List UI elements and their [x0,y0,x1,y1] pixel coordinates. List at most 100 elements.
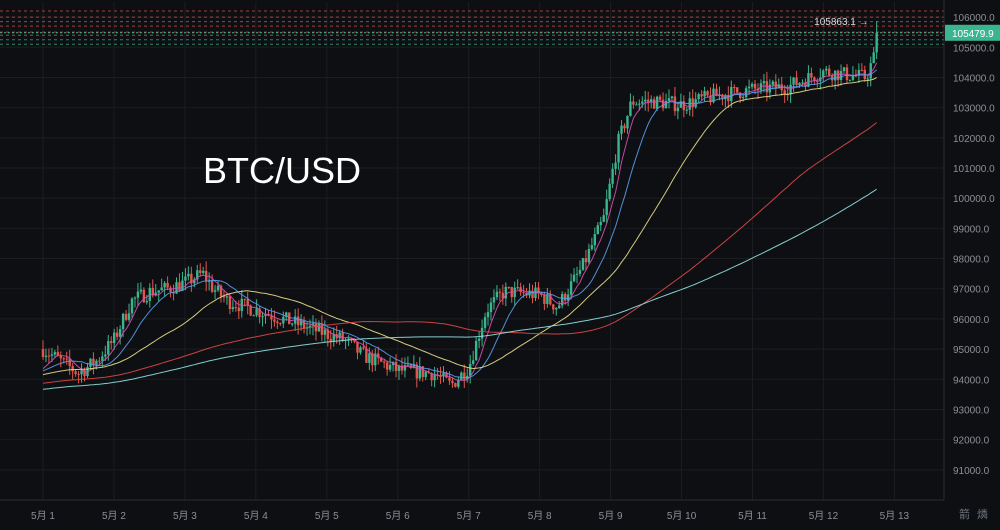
y-tick-label: 96000.0 [953,315,990,326]
y-tick-label: 102000.0 [953,134,995,145]
candle-body [249,305,252,316]
candle-body [44,355,48,357]
candle-body [121,313,125,330]
candle-body [869,63,872,79]
candle-body [608,183,611,200]
x-tick-label: 5月 5 [315,510,339,522]
ma-red-line [42,122,878,384]
candle-body [703,91,706,97]
candle-body [406,364,410,366]
candle-body [157,290,160,293]
candle-body [620,125,623,134]
candle-body [181,280,184,291]
candle-body [632,101,635,105]
candle-body [169,287,172,292]
candle-body [371,353,374,366]
candle-body [825,68,828,71]
candle-body [593,234,597,246]
candle-body [463,372,466,380]
candle-body [771,81,775,85]
candle-body [596,225,599,235]
candle-body [341,332,344,341]
candle-body [329,338,332,342]
candle-body [255,308,258,316]
candle-body [210,280,214,292]
candle-body [104,354,107,357]
candle-body [59,355,63,359]
candle-body [338,332,341,339]
x-tick-label: 5月 12 [809,510,839,522]
candle-body [71,366,74,372]
candle-body [638,103,641,105]
x-tick-label: 5月 1 [31,510,55,522]
candle-body [516,287,519,289]
candle-body [302,320,306,329]
candle-body [362,347,365,349]
candle-body [558,305,561,309]
candle-body [560,293,564,306]
candle-body [448,377,451,381]
x-tick-label: 5月 13 [880,510,910,522]
candle-body [424,371,427,378]
candlesticks [41,21,878,389]
candle-body [184,276,187,281]
candle-body [469,363,472,376]
candle-body [222,296,226,298]
price-levels [0,10,944,45]
current-price-label: 105479.9 [952,29,994,40]
candle-body [486,312,490,318]
candle-body [151,287,154,296]
x-tick-label: 5月 11 [738,510,767,522]
bottom-control-1[interactable]: 箭 [959,508,970,521]
candle-body [807,73,810,87]
candle-body [439,376,442,378]
candle-body [667,98,671,102]
candle-body [145,300,149,303]
candle-body [311,323,315,326]
moving-averages [42,62,878,390]
candle-body [661,99,665,109]
candle-body [839,71,843,80]
bottom-control-2[interactable]: 燐 [977,508,988,521]
candle-body [590,245,594,249]
x-tick-label: 5月 9 [599,510,623,522]
candle-body [267,314,270,316]
candle-body [670,96,674,99]
candle-body [148,287,152,301]
candle-body [154,292,157,296]
candle-body [296,316,300,326]
candle-body [133,297,137,299]
candle-body [798,82,801,86]
candle-body [299,320,303,326]
x-tick-label: 5月 2 [102,510,126,522]
candle-body [74,371,77,374]
candle-body [246,299,249,306]
candle-body [216,285,220,291]
candle-body [679,101,683,108]
candle-body [400,365,404,371]
candle-body [513,287,516,298]
x-tick-label: 5月 10 [667,510,697,522]
ma-blue-line [42,69,878,379]
candle-body [77,373,80,375]
candle-body [332,334,335,342]
candle-body [136,291,140,298]
candle-body [142,289,146,303]
candle-body [581,258,585,270]
chart-title: BTC/USD [203,150,361,191]
y-tick-label: 101000.0 [953,164,995,175]
candle-body [95,360,98,366]
candle-body [454,383,457,387]
y-tick-label: 100000.0 [953,194,995,205]
candle-body [65,358,68,360]
candle-body [207,280,211,282]
y-tick-label: 92000.0 [953,436,990,447]
candle-body [555,308,558,310]
candle-body [225,296,229,298]
candle-body [347,338,350,340]
candle-body [848,79,852,81]
candle-body [41,349,45,357]
candle-body [285,312,288,317]
candle-body [605,199,608,216]
